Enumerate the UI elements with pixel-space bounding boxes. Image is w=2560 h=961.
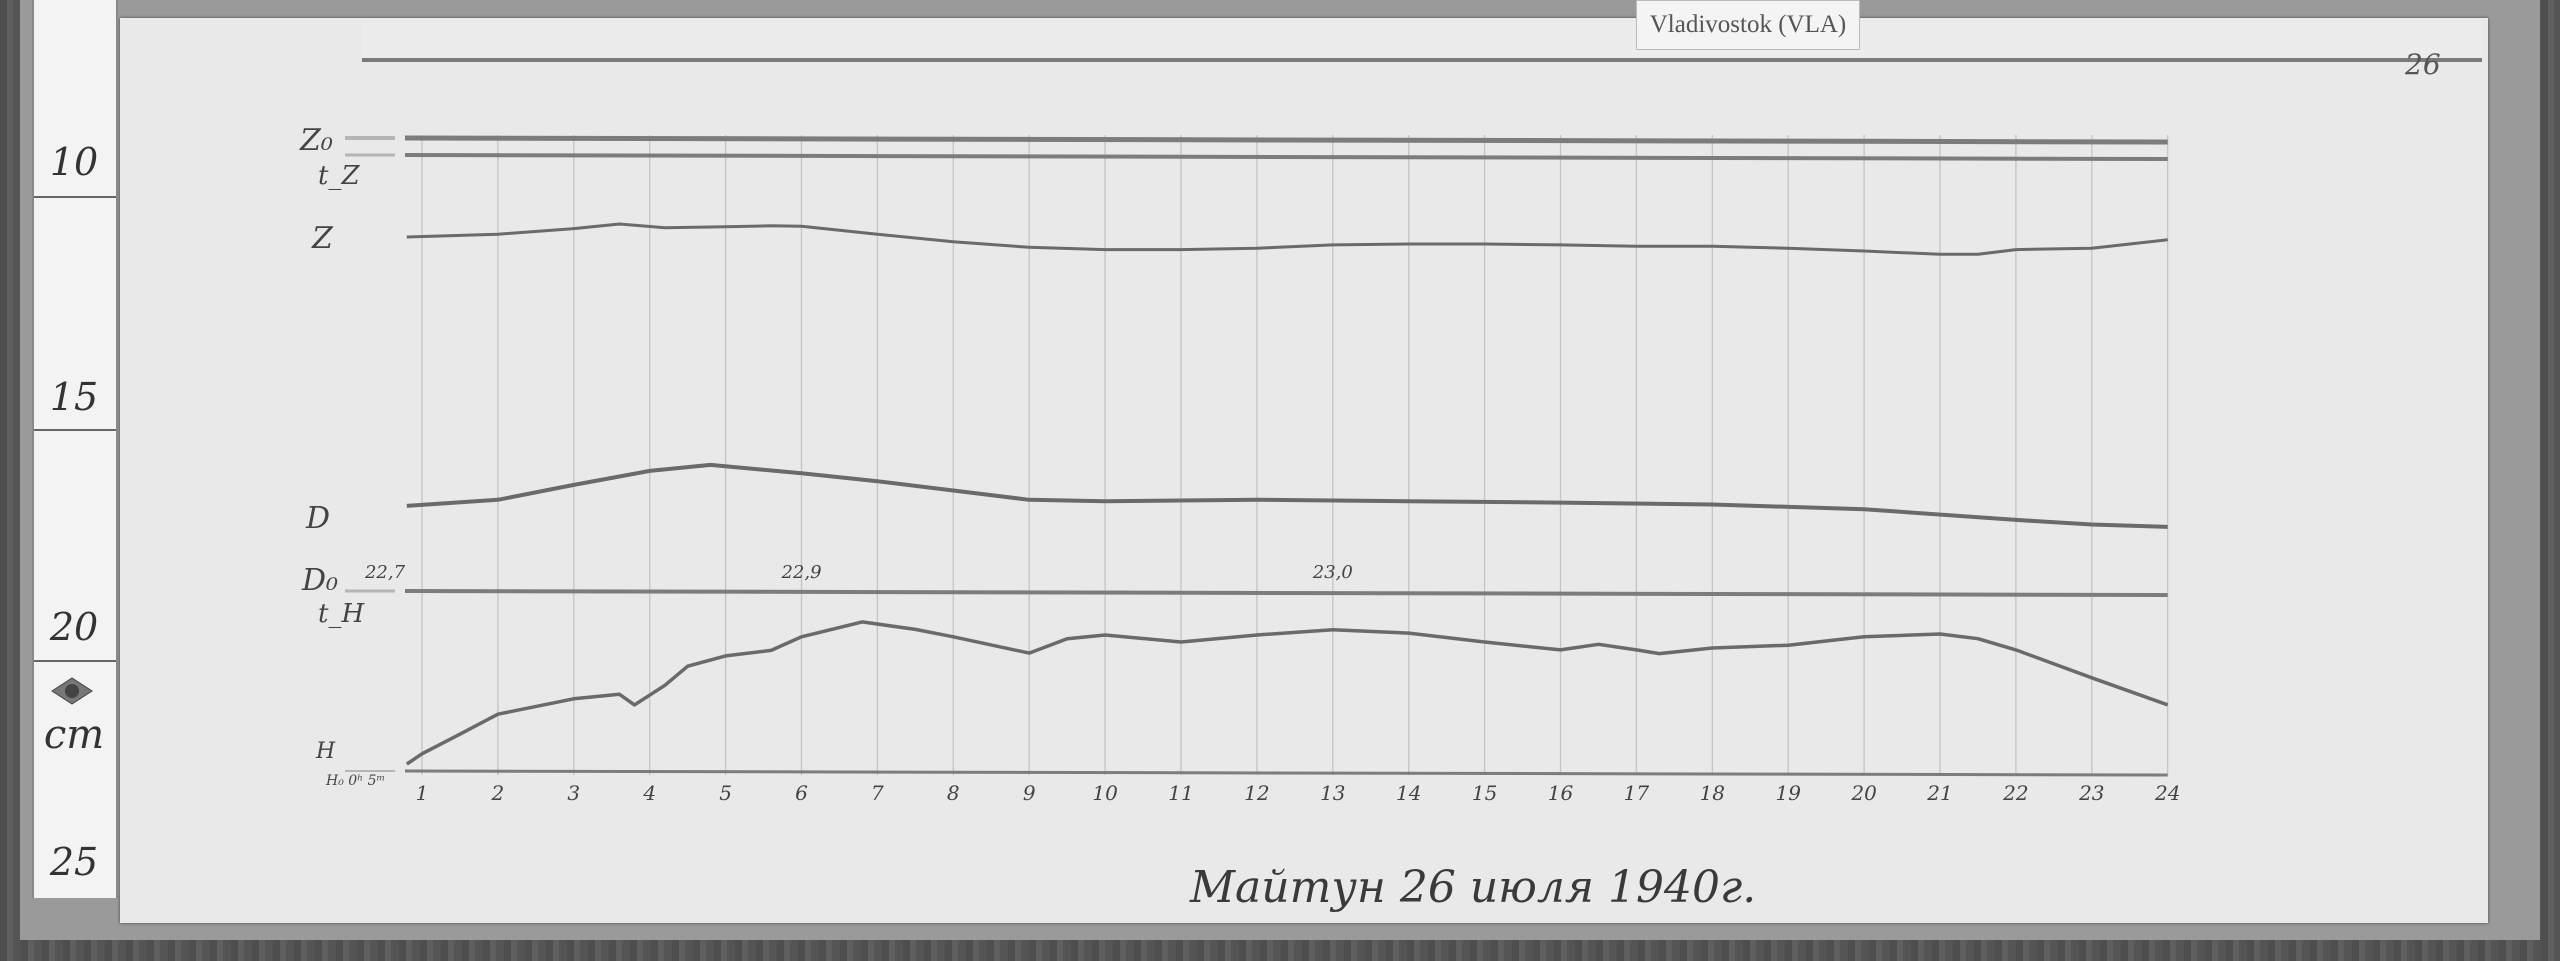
baseline — [404, 589, 2168, 597]
hour-tick-label: 22 — [2002, 781, 2028, 805]
hour-tick-label: 13 — [1320, 781, 1345, 805]
label-z: Z — [311, 221, 334, 256]
hour-tick-label: 20 — [1850, 781, 1877, 805]
ruler-label-10: 10 — [49, 140, 99, 184]
hour-tick-label: 14 — [1396, 781, 1421, 805]
hour-tick-label: 18 — [1700, 781, 1725, 805]
baselines — [345, 135, 2168, 777]
hour-tick-label: 16 — [1548, 781, 1574, 805]
label-h: H — [315, 739, 336, 764]
hour-tick-labels: 1 2 3 4 5 6 7 8 9 10 11 12 13 14 15 16 17 18 19 20 21 22 23 24 — [416, 781, 2181, 805]
hour-tick-label: 8 — [947, 781, 960, 805]
page-number: 26 — [2405, 48, 2441, 81]
baseline-value-label: 23,0 — [1312, 562, 1353, 583]
hour-tick-label: 10 — [1092, 781, 1118, 805]
hour-tick-label: 24 — [2154, 781, 2180, 805]
baseline-value-label: 22,7 — [364, 562, 406, 583]
label-tz: t_Z — [318, 161, 360, 191]
hour-tick-label: 23 — [2078, 781, 2104, 805]
hour-tick-label: 7 — [871, 781, 884, 805]
baseline — [404, 135, 2168, 145]
hour-tick-label: 15 — [1472, 781, 1497, 805]
hour-tick-label: 11 — [1168, 781, 1193, 805]
trace-h — [405, 620, 2169, 766]
traces — [405, 222, 2169, 766]
ruler-label-15: 15 — [49, 375, 99, 419]
ruler-unit: cm — [43, 712, 105, 758]
eye-logo-icon — [51, 677, 93, 705]
cm-ruler: 10 15 20 cm 25 — [32, 0, 118, 898]
handwritten-caption: Майтун 26 июля 1940г. — [1190, 862, 1757, 913]
trace-d — [406, 462, 2168, 529]
hour-tick-label: 9 — [1023, 781, 1036, 805]
label-d: D — [305, 501, 330, 536]
hour-tick-label: 3 — [567, 781, 580, 805]
hour-tick-label: 17 — [1624, 781, 1650, 805]
ruler-line — [34, 429, 116, 431]
baseline — [404, 769, 2168, 777]
hour-tick-label: 4 — [642, 781, 656, 805]
label-h0: H₀ 0ʰ 5ᵐ — [325, 773, 385, 789]
hour-tick-label: 5 — [719, 781, 732, 805]
label-z0: Z₀ — [299, 123, 333, 158]
ruler-line — [34, 196, 116, 198]
top-paper-strip — [362, 22, 2482, 62]
label-d0: D₀ — [301, 563, 338, 598]
label-th: t_H — [318, 599, 365, 629]
hour-tick-label: 6 — [795, 781, 808, 805]
hour-tick-label: 21 — [1926, 781, 1952, 805]
hour-grid — [421, 135, 2169, 775]
ruler-label-25: 25 — [49, 840, 99, 884]
hour-tick-label: 19 — [1775, 781, 1801, 805]
baseline-value-label: 22,9 — [780, 562, 821, 583]
hour-tick-label: 1 — [416, 781, 429, 805]
hour-tick-label: 2 — [491, 781, 505, 805]
baseline — [404, 153, 2168, 161]
ruler-label-20: 20 — [49, 605, 99, 649]
hour-tick-label: 12 — [1244, 781, 1269, 805]
station-tag: Vladivostok (VLA) — [1636, 0, 1860, 50]
ruler-line — [34, 660, 116, 662]
trace-z — [406, 222, 2168, 256]
baseline-annotations: 22,7 22,9 23,0 — [364, 562, 1353, 583]
